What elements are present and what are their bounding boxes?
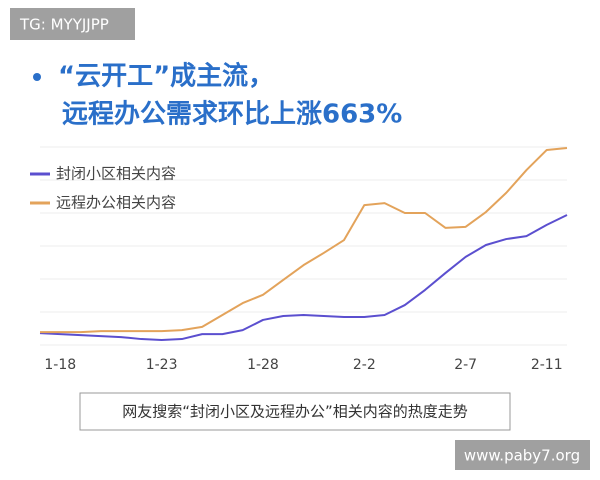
title: “云开工”成主流，: [58, 62, 274, 92]
watermark-box: [10, 8, 135, 40]
x-tick-label: 1-23: [146, 357, 178, 373]
title: 远程办公需求环比上涨663%: [62, 100, 402, 130]
series-line: [39, 214, 568, 342]
legend-label: 远程办公相关内容: [56, 194, 176, 212]
footer-watermark: www.paby7.org: [464, 447, 580, 465]
title-bullet: [33, 73, 41, 81]
x-tick-label: 1-28: [247, 357, 279, 373]
watermark: TG: MYYJJPP: [19, 16, 109, 34]
legend-label: 封闭小区相关内容: [56, 165, 176, 183]
x-tick-label: 1-18: [44, 357, 76, 373]
watermark-box: [455, 440, 590, 470]
x-tick-label: 2-2: [353, 357, 376, 373]
series-line: [40, 146, 568, 334]
x-tick-label: 2-11: [531, 357, 563, 373]
caption: 网友搜索“封闭小区及远程办公”相关内容的热度走势: [122, 403, 468, 421]
caption-box: [79, 392, 511, 431]
x-tick-label: 2-7: [454, 357, 477, 373]
